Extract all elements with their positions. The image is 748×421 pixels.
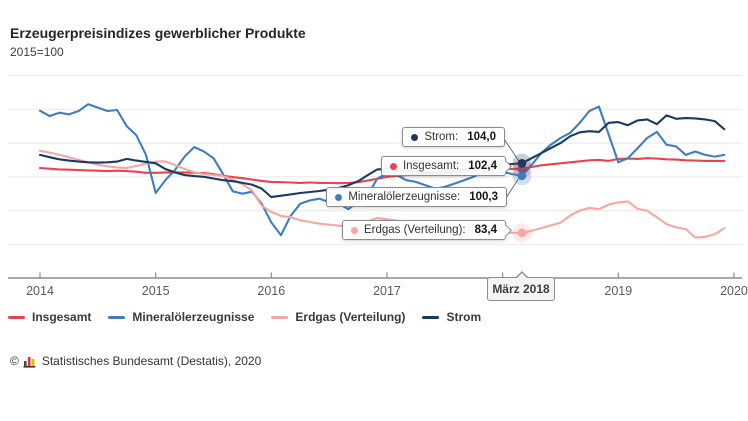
legend-item-strom[interactable]: Strom (422, 310, 481, 324)
legend-label: Insgesamt (32, 310, 92, 324)
tooltip-insgesamt: Insgesamt: 102,4 (380, 156, 506, 176)
tooltip-value: 104,0 (467, 131, 496, 143)
tooltip-label: Strom: (424, 131, 459, 143)
tooltip-value: 83,4 (474, 224, 497, 236)
tooltip-strom: Strom: 104,0 (402, 127, 505, 147)
x-tick-label: 2019 (604, 284, 633, 298)
legend-label: Strom (446, 310, 482, 324)
legend-item-erdgas[interactable]: Erdgas (Verteilung) (271, 310, 405, 324)
highlight-dot (517, 228, 527, 238)
tooltip-label: Insgesamt: (402, 160, 460, 172)
insgesamt-series-dot-icon (389, 162, 397, 170)
page-title: Erzeugerpreisindizes gewerblicher Produk… (10, 25, 306, 41)
source-note: © Statistisches Bundesamt (Destatis), 20… (10, 354, 261, 368)
legend-label: Mineralölerzeugnisse (132, 310, 255, 324)
mineraloel-line-swatch-icon (108, 315, 126, 319)
strom-line-swatch-icon (422, 315, 440, 319)
series-line-insgesamt (38, 157, 726, 185)
insgesamt-line-swatch-icon (8, 315, 25, 319)
chart-legend: Insgesamt Mineralölerzeugnisse Erdgas (V… (8, 310, 481, 324)
tooltip-connector-strom (503, 138, 520, 162)
copyright-symbol: © (10, 354, 19, 368)
x-axis-hover-label: März 2018 (487, 271, 555, 301)
x-tick-label: 2016 (257, 284, 286, 298)
erdgas-series-dot-icon (350, 226, 358, 234)
erdgas-line-swatch-icon (271, 315, 289, 319)
strom-series-dot-icon (411, 133, 419, 141)
highlight-dot (517, 171, 527, 181)
tooltip-connector-mineraloel (505, 177, 520, 199)
source-text: Statistisches Bundesamt (Destatis), 2020 (41, 354, 262, 368)
chart-subtitle: 2015=100 (10, 45, 64, 59)
destatis-logo-icon (23, 356, 36, 368)
tooltip-value: 100,3 (469, 191, 498, 203)
legend-item-insgesamt[interactable]: Insgesamt (8, 310, 91, 324)
mineraloel-series-dot-icon (335, 193, 343, 201)
series-line-erdgas-verteilung- (38, 149, 726, 239)
x-tick-label: 2017 (373, 284, 401, 298)
x-tick-label: 2014 (26, 284, 54, 298)
highlight-dot (517, 159, 527, 168)
tooltip-erdgas: Erdgas (Verteilung): 83,4 (341, 220, 506, 240)
tooltip-label: Mineralölerzeugnisse: (348, 191, 461, 203)
series-line-mineral-lerzeugnisse (38, 103, 726, 237)
legend-label: Erdgas (Verteilung) (295, 310, 406, 324)
tooltip-mineraloelerzeugnisse: Mineralölerzeugnisse: 100,3 (326, 187, 507, 207)
x-tick-label: 2015 (141, 284, 170, 298)
x-tick-label: 2020 (720, 284, 748, 298)
tooltip-label: Erdgas (Verteilung): (363, 224, 466, 236)
legend-item-mineraloelerzeugnisse[interactable]: Mineralölerzeugnisse (108, 310, 254, 324)
tooltip-value: 102,4 (468, 160, 497, 172)
